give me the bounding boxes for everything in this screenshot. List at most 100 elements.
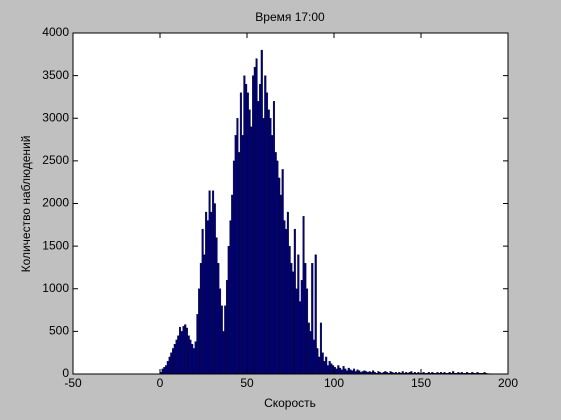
bar bbox=[358, 370, 361, 375]
bar bbox=[323, 361, 326, 375]
bar bbox=[238, 152, 241, 375]
x-tick-label: 0 bbox=[157, 376, 164, 390]
bar bbox=[285, 228, 288, 375]
bar bbox=[372, 370, 375, 375]
bar bbox=[199, 263, 202, 375]
x-tick-label: 50 bbox=[240, 376, 254, 390]
bar bbox=[246, 92, 249, 375]
bar bbox=[248, 109, 251, 375]
bar bbox=[203, 254, 206, 375]
bar bbox=[297, 254, 300, 375]
bar bbox=[206, 220, 209, 375]
bar bbox=[213, 203, 216, 375]
bar bbox=[215, 237, 218, 375]
bar bbox=[342, 366, 345, 375]
bar bbox=[224, 305, 227, 375]
bar bbox=[187, 335, 190, 375]
bar bbox=[260, 49, 263, 375]
bar bbox=[363, 370, 366, 375]
bar bbox=[351, 370, 354, 375]
bar bbox=[255, 58, 258, 375]
bar bbox=[316, 348, 319, 375]
bar bbox=[184, 324, 187, 375]
bar bbox=[319, 322, 322, 375]
bar bbox=[262, 118, 265, 375]
bar bbox=[271, 135, 274, 375]
bar bbox=[344, 368, 347, 375]
bar bbox=[239, 92, 242, 375]
bar bbox=[219, 288, 222, 375]
bar bbox=[321, 352, 324, 375]
bar bbox=[279, 194, 282, 375]
bar bbox=[349, 369, 352, 375]
bar bbox=[189, 339, 192, 375]
bar bbox=[288, 245, 291, 375]
bar bbox=[304, 263, 307, 375]
bar bbox=[229, 220, 232, 375]
bar bbox=[243, 75, 246, 375]
bar bbox=[194, 341, 197, 375]
bar bbox=[182, 326, 185, 375]
bar bbox=[163, 367, 166, 375]
bar bbox=[356, 369, 359, 375]
bar bbox=[212, 190, 215, 375]
bar bbox=[178, 326, 182, 375]
y-tick-label: 4000 bbox=[42, 25, 69, 39]
bar bbox=[192, 348, 195, 375]
bar bbox=[222, 331, 225, 375]
bar bbox=[265, 92, 269, 375]
bar bbox=[220, 305, 223, 375]
bar bbox=[295, 288, 298, 375]
y-tick-label: 3500 bbox=[42, 68, 69, 82]
chart-title: Время 17:00 bbox=[255, 10, 325, 24]
bar bbox=[339, 367, 342, 375]
bar bbox=[225, 280, 229, 375]
bar bbox=[272, 101, 275, 375]
bar bbox=[175, 339, 178, 375]
bar bbox=[346, 370, 349, 375]
bar bbox=[302, 216, 305, 375]
x-tick-label: 100 bbox=[324, 376, 344, 390]
bar bbox=[314, 254, 317, 375]
y-tick-label: 500 bbox=[49, 324, 69, 338]
bar bbox=[177, 335, 180, 375]
bar bbox=[253, 66, 256, 375]
y-tick-label: 1000 bbox=[42, 281, 69, 295]
bar bbox=[347, 367, 350, 375]
x-tick-label: -50 bbox=[64, 376, 82, 390]
bar bbox=[241, 135, 244, 375]
bar bbox=[196, 314, 199, 375]
bar bbox=[311, 263, 314, 375]
y-axis-label: Количество наблюдений bbox=[19, 136, 33, 273]
bar bbox=[292, 271, 295, 375]
bar bbox=[267, 109, 270, 375]
bar bbox=[250, 126, 253, 375]
bar bbox=[205, 211, 208, 375]
bar bbox=[259, 84, 262, 375]
bar bbox=[274, 152, 277, 375]
bar bbox=[325, 356, 328, 375]
bar bbox=[286, 211, 289, 375]
bar bbox=[185, 327, 188, 375]
bar bbox=[257, 101, 260, 375]
bar bbox=[307, 322, 310, 375]
bar bbox=[165, 365, 168, 375]
bar bbox=[264, 75, 267, 375]
bar bbox=[173, 344, 176, 375]
bar bbox=[227, 245, 230, 375]
bar bbox=[299, 301, 302, 375]
bar bbox=[306, 288, 309, 375]
bar bbox=[208, 190, 211, 375]
x-axis-label: Скорость bbox=[264, 396, 316, 410]
bar bbox=[283, 220, 286, 375]
bar bbox=[161, 368, 164, 375]
bar bbox=[168, 356, 171, 375]
bar bbox=[166, 361, 169, 375]
bar bbox=[352, 368, 356, 375]
bar bbox=[312, 339, 316, 375]
bar bbox=[340, 369, 343, 375]
bar bbox=[335, 368, 338, 375]
bar bbox=[252, 75, 255, 375]
bar bbox=[201, 228, 204, 375]
